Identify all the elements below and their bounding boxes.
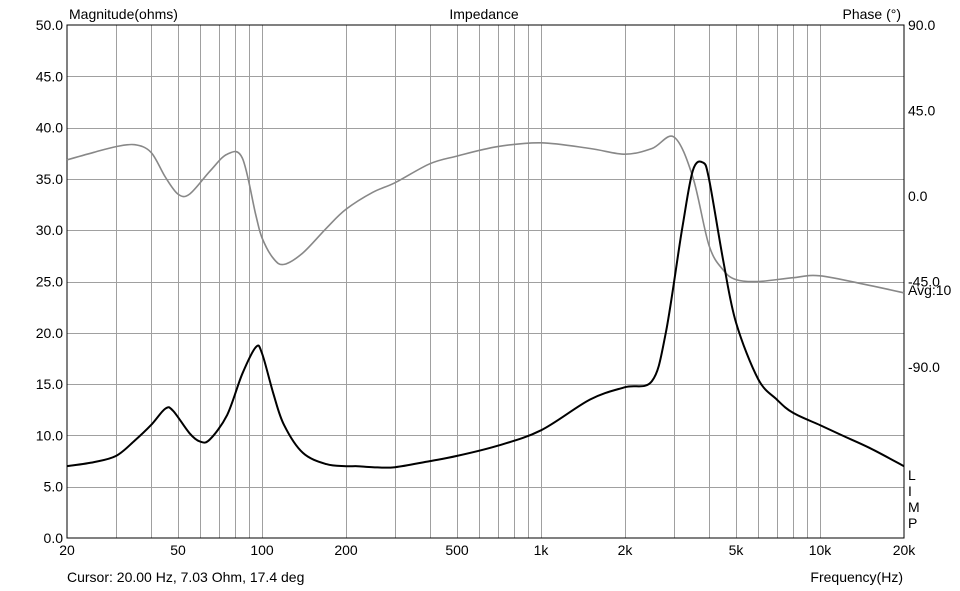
plot-area-frame: [66, 24, 905, 539]
y-left-tick-label: 40.0: [36, 120, 63, 136]
y-right-tick-label: -45.0: [908, 274, 940, 290]
series-layer: [66, 135, 905, 469]
x-tick-label: 50: [170, 542, 186, 558]
y-right-ticks: 90.0 45.0 0.0 -45.0 -90.0: [908, 17, 940, 375]
side-letter-m: M: [908, 499, 920, 515]
x-ticks: 20 50 100 200 500 1k 2k 5k 10k 20k: [59, 542, 916, 558]
x-tick-label: 5k: [729, 542, 745, 558]
cursor-readout: Cursor: 20.00 Hz, 7.03 Ohm, 17.4 deg: [67, 569, 304, 585]
x-tick-label: 500: [445, 542, 469, 558]
x-tick-label: 20: [59, 542, 75, 558]
y-right-tick-label: -90.0: [908, 359, 940, 375]
chart-title: Impedance: [449, 6, 518, 22]
y-left-tick-label: 20.0: [36, 325, 63, 341]
y-right-axis-label: Phase (°): [842, 6, 901, 22]
y-right-tick-label: 0.0: [908, 188, 928, 204]
y-left-tick-label: 25.0: [36, 274, 63, 290]
phase-line: [66, 135, 905, 294]
y-left-axis-label: Magnitude(ohms): [69, 6, 178, 22]
x-tick-label: 1k: [534, 542, 550, 558]
y-left-tick-label: 0.0: [44, 530, 64, 546]
y-left-tick-label: 35.0: [36, 171, 63, 187]
side-letter-i: I: [908, 483, 912, 499]
x-tick-label: 10k: [809, 542, 833, 558]
y-left-tick-label: 10.0: [36, 427, 63, 443]
magnitude-line: [66, 160, 905, 469]
x-tick-label: 200: [334, 542, 358, 558]
y-right-tick-label: 90.0: [908, 17, 935, 33]
avg-label: Avg:10: [908, 282, 952, 298]
y-right-tick-label: 45.0: [908, 103, 935, 119]
x-axis-label: Frequency(Hz): [810, 569, 903, 585]
x-tick-label: 2k: [618, 542, 634, 558]
y-left-ticks: 0.0 5.0 10.0 15.0 20.0 25.0 30.0 35.0 40.0 45.0 50…: [36, 17, 63, 546]
side-letter-l: L: [908, 467, 916, 483]
y-left-tick-label: 5.0: [44, 479, 64, 495]
y-left-tick-label: 15.0: [36, 376, 63, 392]
x-tick-label: 100: [250, 542, 274, 558]
x-tick-label: 20k: [893, 542, 917, 558]
y-left-tick-label: 30.0: [36, 222, 63, 238]
y-left-tick-label: 50.0: [36, 17, 63, 33]
side-letter-p: P: [908, 515, 917, 531]
y-left-tick-label: 45.0: [36, 68, 63, 84]
